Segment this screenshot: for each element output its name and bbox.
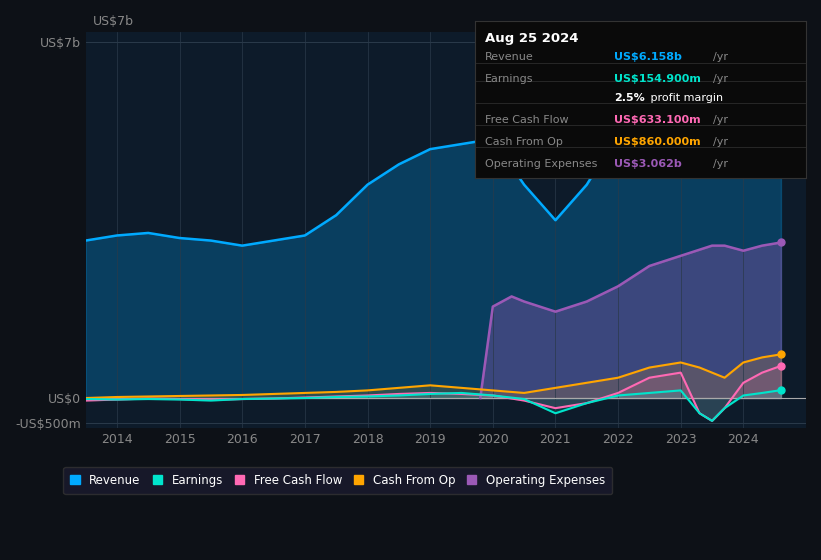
Text: US$6.158b: US$6.158b [614,52,681,62]
Text: /yr: /yr [713,74,728,84]
Text: Revenue: Revenue [484,52,534,62]
Text: profit margin: profit margin [647,93,723,103]
Text: Operating Expenses: Operating Expenses [484,159,597,169]
Text: Free Cash Flow: Free Cash Flow [484,115,568,125]
Text: /yr: /yr [713,159,728,169]
Legend: Revenue, Earnings, Free Cash Flow, Cash From Op, Operating Expenses: Revenue, Earnings, Free Cash Flow, Cash … [63,466,612,494]
Text: Aug 25 2024: Aug 25 2024 [484,32,578,45]
Text: US$7b: US$7b [93,15,134,29]
Text: /yr: /yr [713,52,728,62]
Text: Earnings: Earnings [484,74,533,84]
Text: 2.5%: 2.5% [614,93,644,103]
Text: US$154.900m: US$154.900m [614,74,700,84]
Text: US$3.062b: US$3.062b [614,159,681,169]
Text: Cash From Op: Cash From Op [484,137,562,147]
Text: US$860.000m: US$860.000m [614,137,700,147]
Text: /yr: /yr [713,137,728,147]
Text: US$633.100m: US$633.100m [614,115,700,125]
Text: /yr: /yr [713,115,728,125]
